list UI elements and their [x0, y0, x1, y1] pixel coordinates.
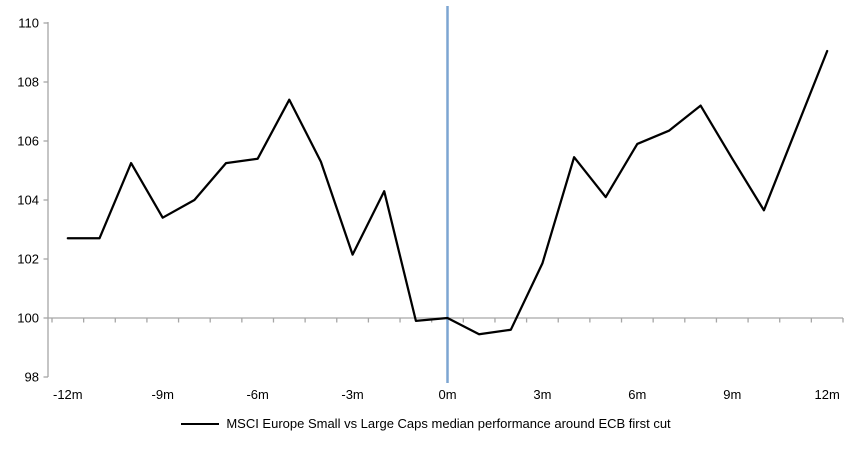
- y-tick-label: 110: [18, 16, 39, 31]
- y-tick-label: 102: [17, 252, 39, 267]
- x-tick-label: -3m: [341, 387, 363, 402]
- legend-label: MSCI Europe Small vs Large Caps median p…: [226, 416, 671, 431]
- y-tick-label: 106: [17, 134, 39, 149]
- legend: MSCI Europe Small vs Large Caps median p…: [0, 416, 852, 431]
- x-axis: -12m -9m -6m -3m 0m 3m 6m 9m 12m: [48, 317, 844, 402]
- x-tick-label: 12m: [815, 387, 840, 402]
- legend-line-sample: [181, 422, 220, 425]
- y-tick-label: 100: [17, 311, 39, 326]
- x-tick-label: -12m: [53, 387, 83, 402]
- series-line: [66, 49, 829, 336]
- x-tick-label: 0m: [438, 387, 456, 402]
- x-tick-label: 3m: [533, 387, 551, 402]
- x-tick-label: -6m: [246, 387, 268, 402]
- y-tick-label: 104: [17, 193, 39, 208]
- y-tick-label: 98: [25, 370, 39, 385]
- y-axis: 110 108 106 104 102 100 98: [17, 16, 49, 385]
- x-tick-label: 9m: [723, 387, 741, 402]
- x-tick-label: 6m: [628, 387, 646, 402]
- y-tick-label: 108: [17, 75, 39, 90]
- x-tick-label: -9m: [152, 387, 174, 402]
